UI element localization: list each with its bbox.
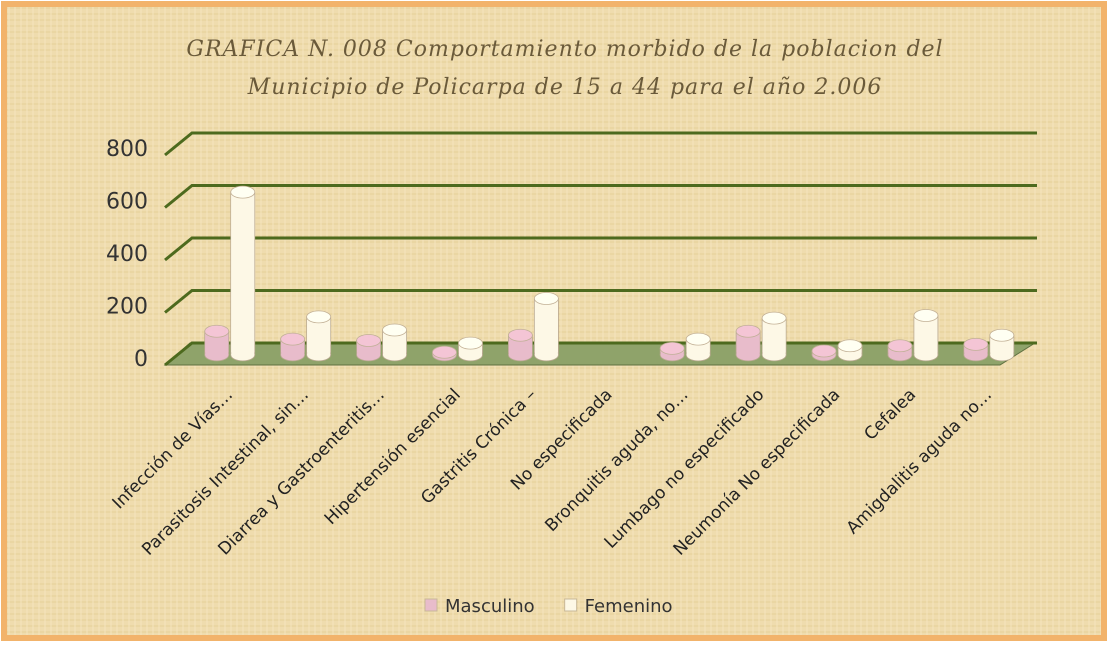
bar-body bbox=[383, 329, 407, 355]
bar-body bbox=[762, 318, 786, 355]
bar-top bbox=[458, 336, 483, 350]
bar-top bbox=[507, 328, 533, 342]
legend-label: Femenino bbox=[585, 596, 673, 617]
legend-swatch bbox=[424, 598, 438, 612]
grid-line bbox=[164, 289, 1037, 314]
bar-top bbox=[963, 337, 989, 351]
legend-swatch bbox=[564, 598, 578, 612]
legend-label: Masculino bbox=[445, 596, 535, 617]
grid-line bbox=[164, 236, 1037, 262]
bar-body bbox=[914, 315, 938, 355]
bar-top bbox=[811, 344, 837, 358]
y-tick-label: 600 bbox=[106, 190, 148, 215]
bar-top bbox=[913, 309, 939, 322]
bar-body bbox=[736, 331, 760, 355]
bar-top bbox=[533, 292, 559, 305]
bar-top bbox=[280, 332, 306, 346]
bar-top bbox=[761, 311, 787, 325]
bar-top bbox=[382, 323, 407, 337]
bar-top bbox=[735, 324, 761, 338]
bar-top bbox=[432, 345, 457, 359]
chart-title: GRAFICA N. 008 Comportamiento morbido de… bbox=[186, 37, 943, 62]
bar-top bbox=[306, 310, 332, 324]
bar-top bbox=[204, 324, 230, 338]
grid-line bbox=[164, 184, 1037, 209]
bar-top bbox=[356, 334, 381, 347]
y-tick-label: 200 bbox=[106, 295, 148, 320]
bar-body bbox=[231, 192, 255, 355]
bar-top bbox=[659, 341, 685, 355]
y-tick-label: 400 bbox=[106, 242, 148, 267]
bar-top bbox=[230, 185, 256, 199]
bar-top bbox=[989, 328, 1015, 342]
y-tick-label: 0 bbox=[134, 347, 148, 372]
y-tick-label: 800 bbox=[106, 137, 148, 162]
bar-top bbox=[887, 339, 913, 353]
grid-line bbox=[164, 131, 1037, 157]
bar-body bbox=[307, 316, 331, 355]
bar-top bbox=[837, 339, 863, 353]
chart-title: Municipio de Policarpa de 15 a 44 para e… bbox=[247, 75, 883, 100]
bar-body bbox=[205, 331, 229, 355]
bar-body bbox=[534, 298, 558, 355]
bar-top bbox=[685, 332, 711, 346]
